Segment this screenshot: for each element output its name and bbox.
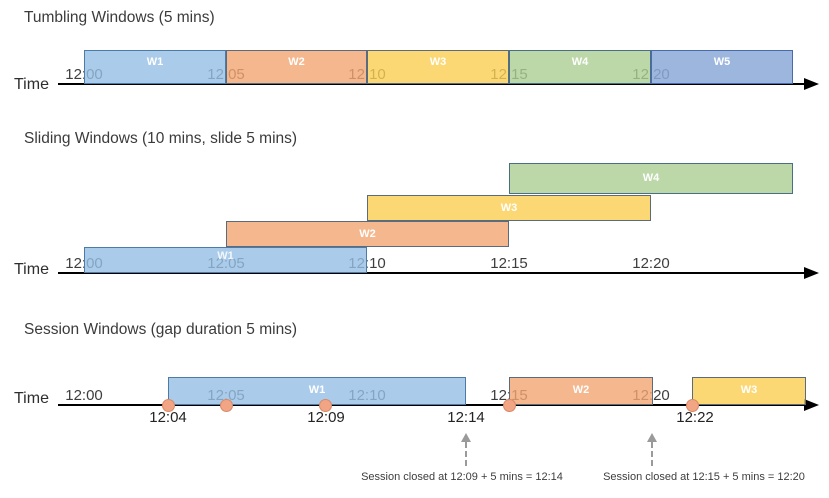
- window-label: W2: [572, 384, 590, 396]
- session-window-w1: W1: [168, 377, 466, 405]
- sliding-tick-12-20: 12:20: [632, 255, 670, 272]
- event-label-12-14: 12:14: [447, 409, 485, 426]
- window-label: W2: [359, 228, 376, 240]
- session-time-axis-label: Time: [14, 390, 49, 407]
- sliding-title: Sliding Windows (10 mins, slide 5 mins): [24, 130, 298, 147]
- session-title: Session Windows (gap duration 5 mins): [24, 321, 298, 338]
- sliding-window-w3: W3: [367, 195, 651, 221]
- sliding-axis-arrowhead-icon: [804, 267, 819, 279]
- event-dot-12-05: [220, 399, 233, 412]
- tumbling-window-w4: W4: [509, 50, 651, 84]
- tumbling-title: Tumbling Windows (5 mins): [24, 9, 215, 26]
- tumbling-window-w1: W1: [84, 50, 226, 84]
- session-window-w3: W3: [692, 377, 806, 405]
- tumbling-time-axis: [58, 83, 806, 85]
- window-label: W1: [308, 384, 326, 396]
- sliding-time-axis: [58, 272, 806, 274]
- window-label: W2: [288, 56, 305, 68]
- tumbling-window-w5: W5: [651, 50, 793, 84]
- dashed-up-arrow-icon: [647, 433, 657, 442]
- dashed-arrow-line: [651, 442, 653, 466]
- sliding-window-w2: W2: [226, 221, 509, 247]
- window-label: W3: [429, 56, 447, 68]
- window-label: W3: [500, 202, 518, 214]
- window-label: W5: [713, 56, 731, 68]
- event-dot-12-22: [686, 399, 699, 412]
- event-label-12-04: 12:04: [149, 409, 187, 426]
- tumbling-time-axis-label: Time: [14, 76, 49, 93]
- tumbling-window-w2: W2: [226, 50, 367, 84]
- dashed-arrow-line: [465, 442, 467, 466]
- sliding-tick-12-15: 12:15: [490, 255, 528, 272]
- window-label: W3: [740, 384, 758, 396]
- session-axis-arrowhead-icon: [804, 399, 819, 411]
- event-label-12-22: 12:22: [676, 409, 714, 426]
- event-dot-12-04: [162, 399, 175, 412]
- tumbling-axis-arrowhead-icon: [804, 78, 819, 90]
- sliding-time-axis-label: Time: [14, 261, 49, 278]
- window-label: W1: [217, 250, 234, 262]
- event-label-12-09: 12:09: [307, 409, 345, 426]
- session-annotation-1: Session closed at 12:09 + 5 mins = 12:14: [361, 471, 563, 483]
- window-label: W4: [571, 56, 589, 68]
- session-window-w2: W2: [509, 377, 653, 405]
- tumbling-window-w3: W3: [367, 50, 509, 84]
- event-dot-12-09: [319, 399, 332, 412]
- sliding-window-w4: W4: [509, 163, 793, 194]
- event-dot-12-15: [503, 399, 516, 412]
- sliding-window-w1: W1: [84, 247, 367, 273]
- session-tick-12-00: 12:00: [65, 387, 103, 404]
- window-label: W1: [146, 56, 164, 68]
- dashed-up-arrow-icon: [461, 433, 471, 442]
- window-label: W4: [642, 172, 660, 184]
- session-time-axis: [58, 404, 806, 406]
- session-annotation-2: Session closed at 12:15 + 5 mins = 12:20: [603, 471, 805, 483]
